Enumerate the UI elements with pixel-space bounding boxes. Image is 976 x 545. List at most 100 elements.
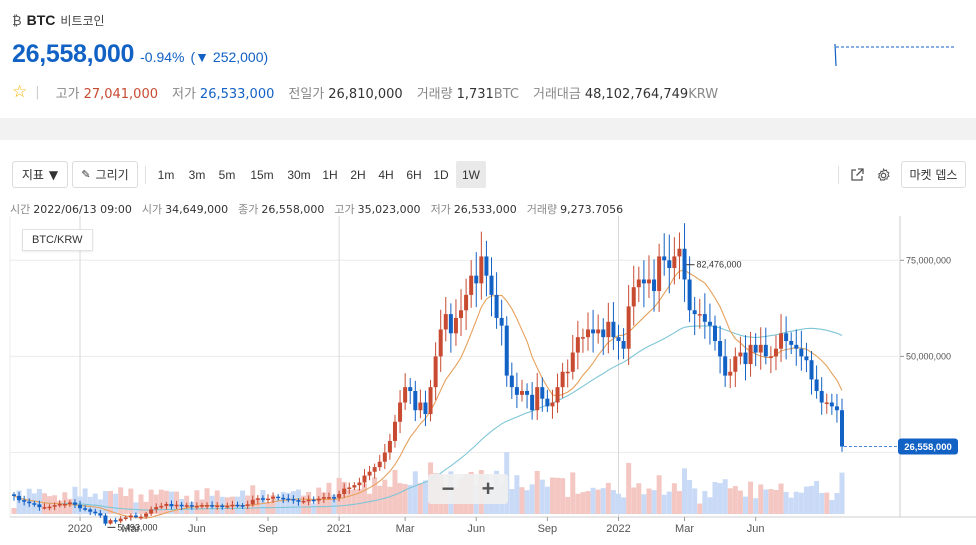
info-volume: 거래량 9,273.7056 — [526, 203, 624, 216]
interval-1W[interactable]: 1W — [456, 161, 486, 188]
candle-body — [372, 467, 377, 472]
coin-header: ₿ BTC 비트코인 26,558,000 -0.94% (▼ 252,000)… — [0, 0, 976, 118]
volume-bar — [422, 480, 428, 514]
interval-15m[interactable]: 15m — [250, 167, 274, 182]
interval-3m[interactable]: 3m — [188, 167, 206, 182]
volume-bar — [778, 483, 784, 514]
candle-body — [733, 356, 738, 372]
volume-bar — [793, 491, 799, 514]
favorite-star-icon[interactable]: ☆ — [12, 82, 28, 102]
interval-1D[interactable]: 1D — [433, 167, 449, 182]
volume-bar — [641, 494, 647, 514]
section-divider — [0, 118, 976, 140]
indicator-button[interactable]: 지표 ▼ — [12, 161, 68, 188]
candle-body — [530, 394, 535, 411]
candle-body — [621, 341, 626, 349]
candle-body — [453, 317, 458, 334]
volume-bar — [803, 486, 809, 514]
chart-toolbar: 지표 ▼ ✎ 그리기 1m 3m 5m 15m 30m 1H 2H 4H 6H 1D 1W 마켓 뎁… — [0, 140, 976, 198]
volume-bar — [372, 477, 378, 514]
candle-body — [230, 504, 235, 507]
candle-body — [575, 337, 580, 353]
volume-bar — [737, 490, 743, 514]
volume-bar — [382, 479, 388, 514]
zoom-out-button[interactable]: − — [441, 476, 455, 501]
candle-body — [398, 402, 403, 422]
draw-button[interactable]: ✎ 그리기 — [72, 161, 138, 188]
gear-icon[interactable] — [874, 166, 892, 184]
candle-body — [413, 390, 418, 411]
stats-line: ☆ | 고가 27,041,000 저가 26,533,000 전일가 26,810,… — [12, 82, 732, 102]
zoom-in-button[interactable]: + — [481, 476, 495, 501]
stat-prev-close: 전일가 26,810,000 — [288, 86, 403, 102]
volume-bar — [788, 497, 794, 514]
candle-body — [611, 321, 616, 338]
volume-bar — [682, 468, 688, 514]
candle-body — [52, 505, 57, 507]
candle-body — [616, 337, 621, 342]
volume-bar — [392, 469, 398, 514]
candle-body — [387, 440, 392, 453]
volume-bar — [758, 484, 764, 514]
candle-body — [570, 352, 575, 372]
candle-body — [342, 488, 347, 495]
candle-body — [464, 294, 469, 311]
candle-body — [779, 333, 784, 349]
current-price: 26,558,000 — [12, 40, 135, 68]
volume-bar — [351, 489, 357, 514]
x-tick-label: 2020 — [68, 523, 92, 535]
candle-body — [677, 248, 682, 257]
interval-1m[interactable]: 1m — [157, 167, 175, 182]
volume-bar — [676, 491, 682, 514]
stat-low: 저가 26,533,000 — [172, 86, 275, 102]
volume-bar — [661, 494, 667, 514]
volume-bar — [722, 479, 728, 514]
candle-body — [723, 356, 728, 376]
candle-body — [108, 520, 113, 524]
candle-body — [88, 509, 93, 512]
volume-bar — [417, 483, 423, 514]
candle-body — [42, 507, 47, 509]
stat-high: 고가 27,041,000 — [55, 86, 158, 102]
volume-bar — [539, 479, 545, 514]
interval-2H[interactable]: 2H — [350, 167, 366, 182]
candle-body — [484, 256, 489, 276]
candle-body — [504, 325, 509, 376]
external-link-icon[interactable] — [848, 166, 866, 184]
interval-4H[interactable]: 4H — [378, 167, 394, 182]
volume-bar — [621, 497, 627, 514]
volume-bar — [123, 496, 129, 514]
candle-body — [47, 506, 52, 509]
candle-body — [829, 402, 834, 407]
candle-body — [225, 505, 230, 508]
volume-bar — [687, 479, 693, 514]
volume-bar — [194, 490, 200, 514]
candle-body — [83, 508, 88, 510]
candle-body — [220, 505, 225, 508]
stat-volume: 거래량 1,731BTC — [416, 86, 519, 102]
interval-30m[interactable]: 30m — [287, 167, 311, 182]
candle-body — [428, 387, 433, 415]
candle-body — [286, 498, 291, 501]
interval-5m[interactable]: 5m — [218, 167, 236, 182]
volume-bar — [524, 490, 530, 514]
volume-bar — [97, 499, 103, 514]
candle-body — [133, 515, 138, 518]
toolbar-divider — [145, 166, 146, 184]
volume-bar — [265, 502, 271, 514]
x-tick-label: 2022 — [606, 523, 630, 535]
candle-body — [93, 511, 98, 514]
interval-1H[interactable]: 1H — [322, 167, 338, 182]
interval-6H[interactable]: 6H — [406, 167, 422, 182]
y-tick-label: 75,000,000 — [906, 255, 951, 265]
candle-body — [601, 329, 606, 338]
candle-body — [377, 461, 382, 468]
volume-bar — [763, 489, 769, 514]
candle-body — [265, 498, 270, 501]
volume-bar — [798, 492, 804, 514]
candle-body — [316, 498, 321, 501]
y-tick-label: 50,000,000 — [906, 351, 951, 361]
last-price-label: 26,558,000 — [904, 442, 952, 453]
candle-body — [138, 516, 143, 519]
market-depth-button[interactable]: 마켓 뎁스 — [901, 161, 966, 188]
